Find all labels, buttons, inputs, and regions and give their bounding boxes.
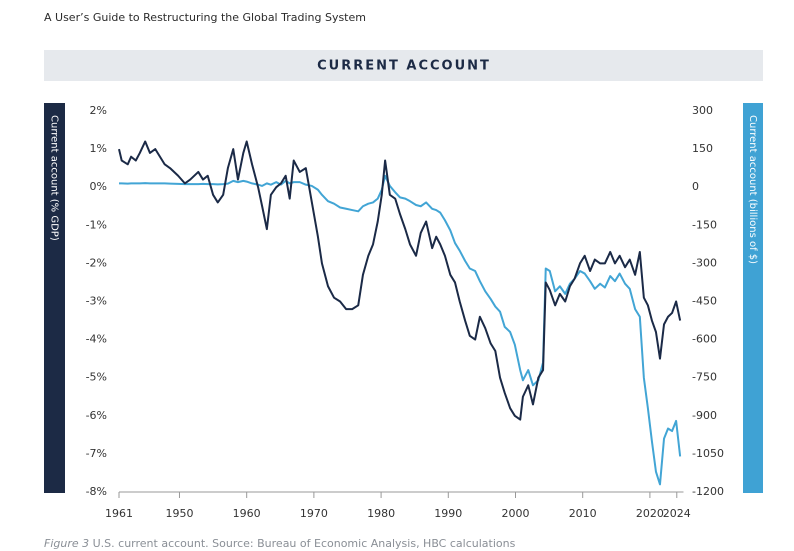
y2-tick-label: -1200 <box>692 485 724 498</box>
y2-tick-label: -450 <box>692 295 717 308</box>
y-tick-label: -2% <box>86 256 107 269</box>
x-tick-label: 2000 <box>501 507 529 520</box>
y2-tick-label: 150 <box>692 142 713 155</box>
chart-title: CURRENT ACCOUNT <box>317 59 491 74</box>
y-axis-band <box>44 103 65 493</box>
x-tick-label: 2010 <box>569 507 597 520</box>
y-tick-label: -8% <box>86 485 107 498</box>
y2-tick-label: 300 <box>692 104 713 117</box>
y2-tick-label: -900 <box>692 409 717 422</box>
y2-tick-label: -150 <box>692 218 717 231</box>
y-tick-label: -4% <box>86 333 107 346</box>
y-tick-label: 2% <box>90 104 107 117</box>
y-axis-label: Current account (% GDP) <box>49 115 60 241</box>
y2-tick-label: -300 <box>692 256 717 269</box>
y-tick-label: -7% <box>86 447 107 460</box>
x-tick-label: 1961 <box>105 507 133 520</box>
y2-axis-band <box>743 103 763 493</box>
caption-text: U.S. current account. Source: Bureau of … <box>89 537 515 550</box>
y2-tick-label: 0 <box>692 180 699 193</box>
title-band <box>44 50 763 81</box>
series-line <box>119 174 682 486</box>
y2-axis-label: Current account (billions of $) <box>747 115 758 264</box>
y-tick-label: 0% <box>90 180 107 193</box>
caption: Figure 3 U.S. current account. Source: B… <box>44 537 516 550</box>
y2-tick-label: -750 <box>692 371 717 384</box>
x-tick-label: 2024 <box>663 507 691 520</box>
x-tick-label: 1960 <box>233 507 261 520</box>
page-header: A User’s Guide to Restructuring the Glob… <box>44 11 366 24</box>
y-tick-label: -5% <box>86 371 107 384</box>
y2-tick-label: -1050 <box>692 447 724 460</box>
x-tick-label: 1950 <box>165 507 193 520</box>
series-line <box>118 140 682 421</box>
caption-figure: Figure 3 <box>44 537 89 550</box>
y-tick-label: -6% <box>86 409 107 422</box>
x-tick-label: 1980 <box>367 507 395 520</box>
x-tick-label: 1970 <box>300 507 328 520</box>
y-tick-label: -1% <box>86 218 107 231</box>
x-tick-label: 1990 <box>434 507 462 520</box>
y-tick-label: -3% <box>86 295 107 308</box>
x-tick-label: 2020 <box>636 507 664 520</box>
y-tick-label: 1% <box>90 142 107 155</box>
y2-tick-label: -600 <box>692 333 717 346</box>
